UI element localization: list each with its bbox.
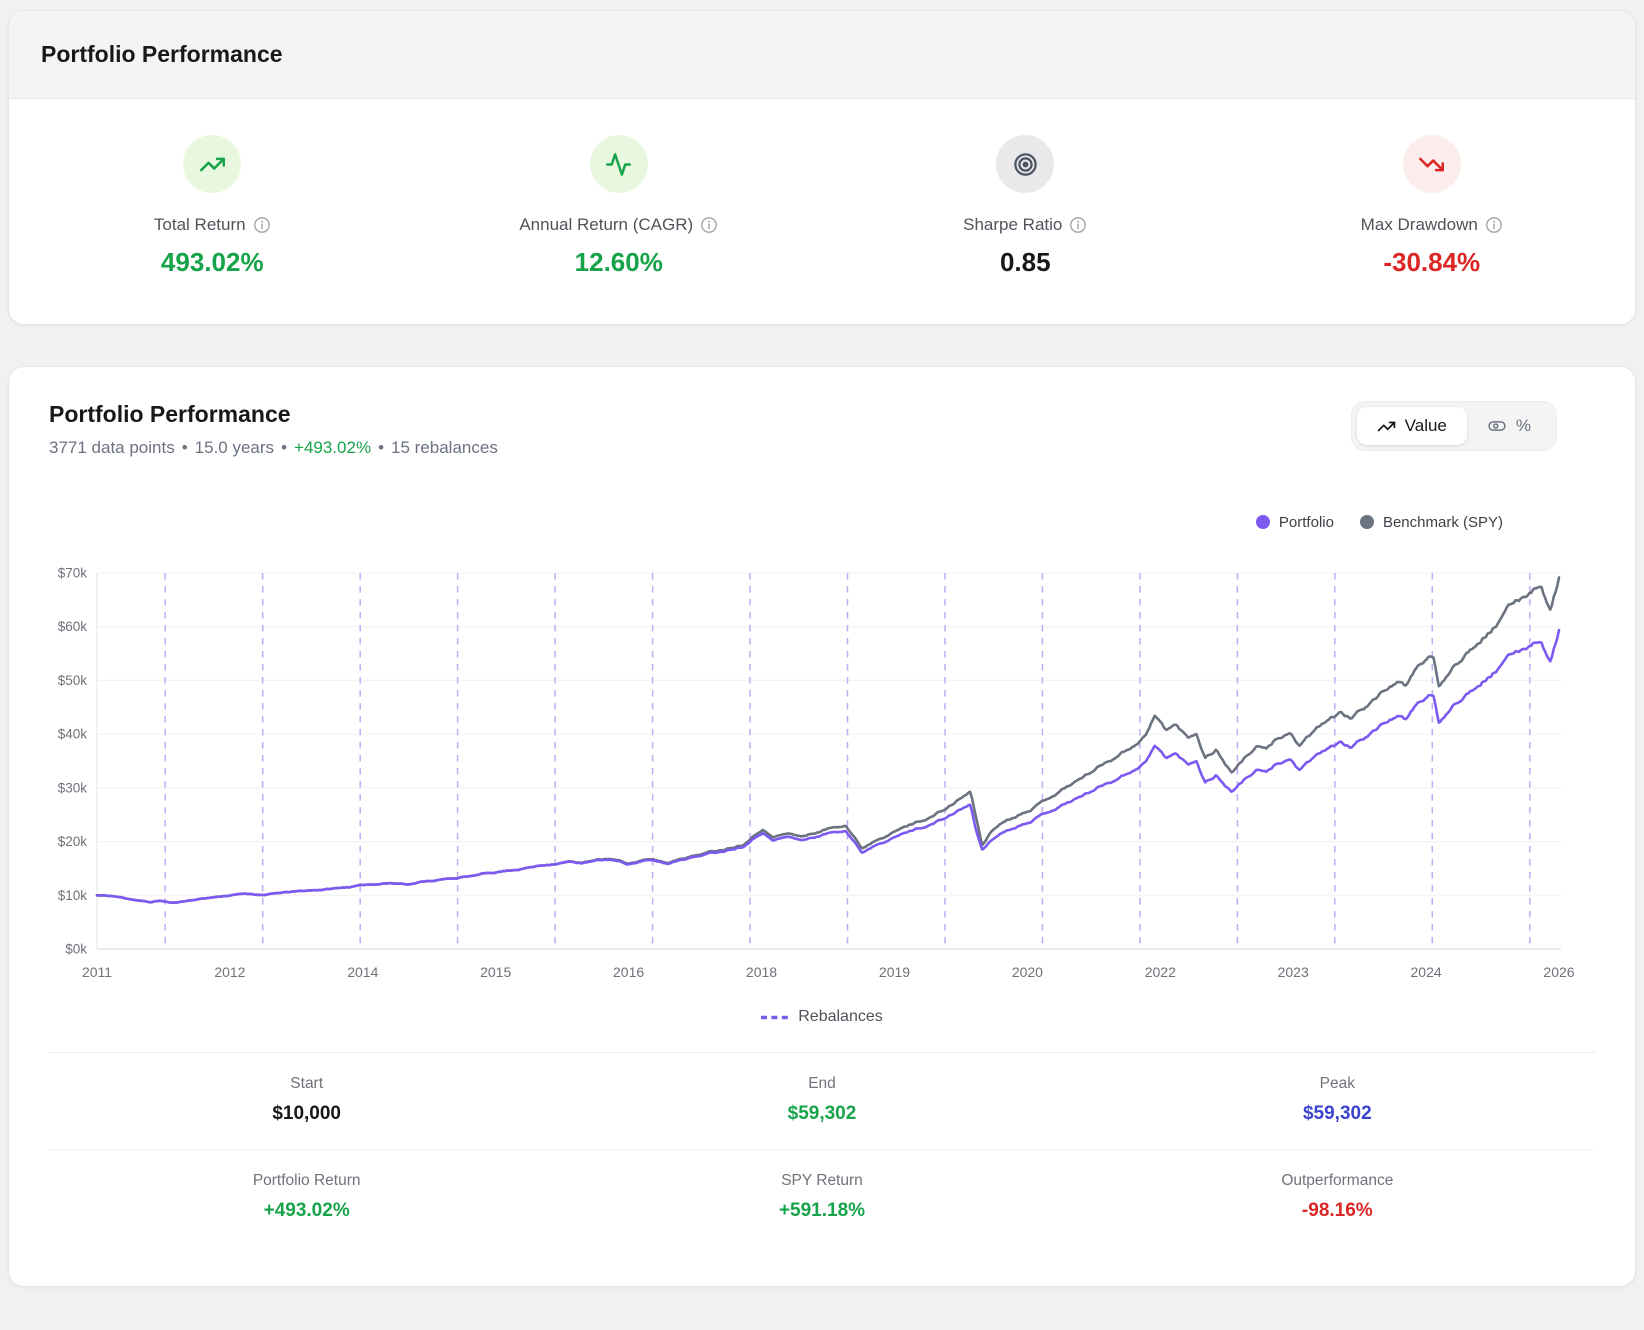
info-icon[interactable]	[253, 216, 271, 234]
svg-text:2022: 2022	[1145, 964, 1176, 980]
metric-total-return: Total Return 493.02%	[9, 135, 416, 278]
dashed-line-icon	[761, 1015, 790, 1020]
stat-value: +591.18%	[778, 1200, 866, 1221]
metric-value: 12.60%	[574, 247, 663, 277]
summary-card: Portfolio Performance Total Return 493.0…	[8, 10, 1636, 325]
stat-end: End $59,302	[564, 1075, 1079, 1125]
svg-text:$70k: $70k	[58, 566, 88, 581]
svg-text:$10k: $10k	[58, 888, 88, 903]
svg-text:2011: 2011	[82, 964, 112, 980]
trending-up-icon	[183, 135, 242, 193]
metric-label: Annual Return (CAGR)	[519, 215, 694, 234]
value-toggle-label: Value	[1404, 416, 1447, 435]
info-icon[interactable]	[700, 216, 718, 234]
performance-chart[interactable]: $0k $10k $20k $30k $40k $50k $60k $70k 2011 2012 2…	[49, 536, 1597, 996]
chart-title: Portfolio Performance	[49, 401, 291, 427]
legend-label: Benchmark (SPY)	[1382, 513, 1503, 531]
chart-legend: Portfolio Benchmark (SPY)	[49, 508, 1595, 536]
metric-sharpe-ratio: Sharpe Ratio 0.85	[822, 135, 1229, 278]
svg-text:2019: 2019	[879, 964, 910, 980]
stat-value: -98.16%	[1301, 1200, 1373, 1221]
svg-text:$50k: $50k	[58, 673, 88, 688]
legend-item-portfolio[interactable]: Portfolio	[1255, 513, 1334, 531]
svg-text:2018: 2018	[746, 964, 777, 980]
svg-text:2014: 2014	[347, 964, 378, 980]
stat-portfolio-return: Portfolio Return +493.02%	[49, 1172, 564, 1222]
svg-text:2020: 2020	[1012, 964, 1043, 980]
value-percent-toggle: Value %	[1350, 401, 1557, 451]
value-toggle-button[interactable]: Value	[1356, 407, 1467, 445]
trending-up-icon	[1377, 417, 1396, 436]
portfolio-dot-icon	[1255, 515, 1270, 529]
summary-card-header: Portfolio Performance	[9, 11, 1635, 99]
svg-text:$60k: $60k	[58, 619, 88, 634]
chart-header-text: Portfolio Performance 3771 data points • 1…	[49, 401, 498, 458]
svg-text:$40k: $40k	[58, 727, 88, 742]
subtitle-data-points: 3771 data points	[49, 438, 175, 457]
percent-toggle-button[interactable]: %	[1467, 407, 1551, 445]
svg-text:$0k: $0k	[65, 942, 87, 957]
stat-peak: Peak $59,302	[1080, 1075, 1595, 1125]
activity-icon	[589, 135, 648, 193]
chart-card: Portfolio Performance 3771 data points • 1…	[8, 366, 1636, 1287]
subtitle-rebalances: 15 rebalances	[391, 438, 498, 457]
svg-text:2015: 2015	[480, 964, 511, 980]
metric-label: Max Drawdown	[1360, 215, 1478, 234]
metric-annual-return: Annual Return (CAGR) 12.60%	[416, 135, 823, 278]
stat-label: End	[808, 1075, 836, 1092]
stat-value: $59,302	[1302, 1103, 1372, 1124]
percent-toggle-label: %	[1515, 416, 1531, 435]
chart-subtitle: 3771 data points • 15.0 years • +493.02% • 15 …	[49, 438, 498, 458]
metric-value: 493.02%	[160, 247, 264, 277]
svg-text:2012: 2012	[214, 964, 245, 980]
stat-outperformance: Outperformance -98.16%	[1080, 1172, 1595, 1222]
stat-label: Portfolio Return	[252, 1172, 361, 1189]
stat-spy-return: SPY Return +591.18%	[564, 1172, 1079, 1222]
metric-value: 0.85	[999, 247, 1051, 277]
stat-value: $10,000	[272, 1103, 341, 1124]
bullet-separator: •	[281, 438, 288, 457]
summary-card-title: Portfolio Performance	[41, 41, 283, 67]
trending-down-icon	[1402, 135, 1461, 193]
svg-text:2023: 2023	[1278, 964, 1309, 980]
stat-label: SPY Return	[781, 1172, 863, 1189]
legend-item-benchmark[interactable]: Benchmark (SPY)	[1359, 513, 1503, 531]
metric-value: -30.84%	[1383, 247, 1481, 277]
metric-label: Total Return	[153, 215, 246, 234]
stat-label: Start	[290, 1075, 324, 1092]
subtitle-return: +493.02%	[294, 438, 372, 457]
stat-label: Outperformance	[1281, 1172, 1394, 1189]
svg-text:$20k: $20k	[58, 834, 88, 849]
subtitle-years: 15.0 years	[194, 438, 275, 457]
info-icon[interactable]	[1069, 216, 1087, 234]
metrics-row: Total Return 493.02% Annual Return (CAGR…	[9, 99, 1635, 324]
stat-label: Peak	[1319, 1075, 1355, 1092]
svg-text:2024: 2024	[1411, 964, 1442, 980]
target-icon	[996, 135, 1055, 193]
svg-text:2016: 2016	[613, 964, 644, 980]
rebalances-label: Rebalances	[798, 1008, 883, 1025]
metric-label: Sharpe Ratio	[963, 215, 1063, 234]
legend-label: Portfolio	[1278, 513, 1334, 531]
benchmark-dot-icon	[1359, 515, 1374, 529]
bullet-separator: •	[181, 438, 188, 457]
stat-start: Start $10,000	[49, 1075, 564, 1125]
metric-max-drawdown: Max Drawdown -30.84%	[1229, 135, 1636, 278]
rebalances-legend: Rebalances	[49, 1008, 1595, 1026]
bullet-separator: •	[378, 438, 385, 457]
svg-text:2026: 2026	[1543, 964, 1574, 980]
svg-text:$30k: $30k	[58, 780, 88, 795]
stat-value: +493.02%	[263, 1200, 350, 1221]
stat-value: $59,302	[787, 1103, 857, 1124]
chart-stats: Start $10,000 End $59,302 Peak $59,302 P…	[49, 1052, 1595, 1246]
percent-toggle-icon	[1487, 416, 1507, 436]
info-icon[interactable]	[1485, 216, 1503, 234]
